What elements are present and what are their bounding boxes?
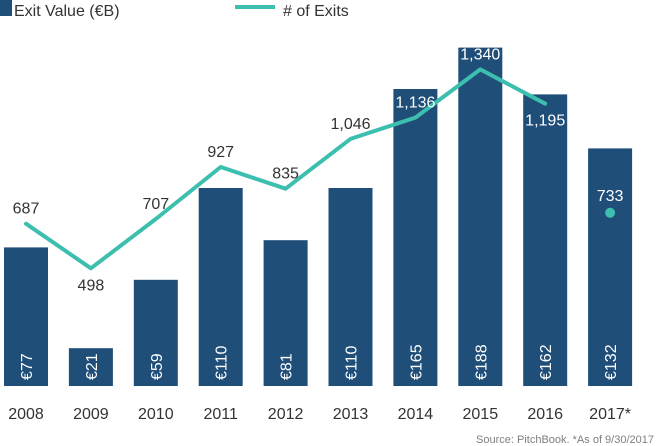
x-tick-label-6: 2014 <box>398 406 434 423</box>
chart: Exit Value (€B) # of Exits €77 €21 €59 €110… <box>0 0 658 446</box>
exits-value-label-5: 1,046 <box>330 116 370 133</box>
exits-value-label-6: 1,136 <box>395 95 435 112</box>
legend-bar-label: Exit Value (€B) <box>14 3 120 20</box>
x-tick-label-9: 2017* <box>589 406 631 423</box>
legend: Exit Value (€B) # of Exits <box>0 0 349 20</box>
bar-value-label-2: €59 <box>149 353 166 380</box>
exits-value-label-1: 498 <box>78 277 105 294</box>
x-tick-label-2: 2010 <box>138 406 174 423</box>
bar-8 <box>523 94 567 386</box>
source-note: Source: PitchBook. *As of 9/30/2017 <box>476 434 654 446</box>
bar-value-label-4: €81 <box>279 353 296 380</box>
bar-7 <box>458 48 502 386</box>
x-tick-label-7: 2015 <box>463 406 499 423</box>
exits-value-label-8: 1,195 <box>525 113 565 130</box>
exits-value-label-2: 707 <box>142 196 169 213</box>
x-tick-label-5: 2013 <box>333 406 369 423</box>
x-axis: 2008 2009 2010 2011 2012 2013 2014 2015 2016 2017… <box>8 406 631 423</box>
exits-value-label-7: 1,340 <box>460 46 500 63</box>
bar-value-label-0: €77 <box>19 353 36 380</box>
x-tick-label-0: 2008 <box>8 406 44 423</box>
exits-point-9 <box>605 208 615 218</box>
exits-value-label-9: 733 <box>597 188 624 205</box>
bar-value-label-1: €21 <box>84 353 101 380</box>
exits-value-label-4: 835 <box>272 166 299 183</box>
bar-value-label-5: €110 <box>344 345 361 380</box>
x-tick-label-8: 2016 <box>527 406 563 423</box>
bar-value-label-3: €110 <box>214 345 231 380</box>
bar-value-label-9: €132 <box>603 344 620 380</box>
exits-value-label-0: 687 <box>13 201 40 218</box>
bar-6 <box>393 89 437 386</box>
legend-line-label: # of Exits <box>283 3 349 20</box>
bar-value-label-7: €188 <box>473 344 490 380</box>
legend-bar-swatch <box>0 0 12 16</box>
x-tick-label-3: 2011 <box>203 406 238 423</box>
bar-value-label-6: €165 <box>408 344 425 380</box>
bar-value-label-8: €162 <box>538 344 555 380</box>
x-tick-label-1: 2009 <box>73 406 109 423</box>
x-tick-label-4: 2012 <box>268 406 304 423</box>
exits-value-label-3: 927 <box>207 144 234 161</box>
